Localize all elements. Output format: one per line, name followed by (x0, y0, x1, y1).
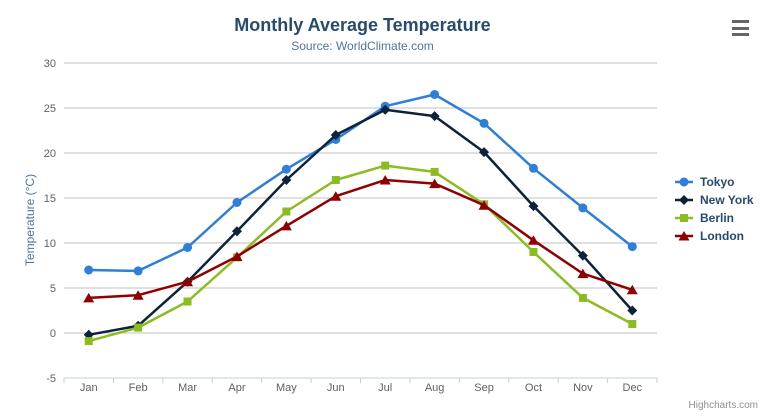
data-point-square-icon (331, 176, 340, 184)
legend-label: London (700, 229, 744, 243)
series-london (83, 175, 638, 303)
data-point-circle-icon (578, 203, 588, 213)
data-point-triangle-icon (429, 178, 441, 189)
data-point-square-icon (628, 320, 637, 328)
series-line-new-york (87, 108, 634, 337)
legend-item-new-york[interactable]: New York (674, 191, 754, 209)
x-axis-label: Dec (623, 382, 643, 394)
data-point-diamond-icon (577, 250, 588, 261)
data-point-circle-icon (183, 243, 193, 252)
y-axis-label: 5 (50, 283, 56, 295)
legend-label: Tokyo (700, 175, 735, 189)
data-point-triangle-icon (379, 175, 391, 185)
data-point-diamond-icon (380, 104, 391, 115)
data-point-square-icon (430, 167, 439, 176)
data-point-square-icon (134, 323, 143, 332)
data-point-diamond-icon (231, 226, 242, 237)
data-point-triangle-icon (330, 191, 342, 201)
data-point-triangle-icon (182, 276, 194, 287)
data-point-circle-icon (679, 177, 689, 187)
x-axis-label: Feb (129, 382, 148, 394)
data-point-diamond-icon (627, 305, 638, 316)
legend-marker-diamond-icon (675, 195, 693, 205)
data-point-triangle-icon (231, 251, 243, 261)
legend-label: New York (700, 193, 754, 207)
x-axis-label: Mar (178, 382, 197, 394)
data-point-circle-icon (627, 242, 637, 252)
legend-item-london[interactable]: London (674, 227, 754, 245)
series-line-berlin (87, 164, 634, 343)
series-line-tokyo (87, 93, 634, 273)
data-point-circle-icon (430, 90, 440, 99)
hamburger-bar (732, 26, 749, 30)
y-axis-label: 10 (44, 238, 56, 250)
legend-marker-square-icon (675, 214, 693, 222)
data-point-triangle-icon (678, 231, 690, 241)
data-point-diamond-icon (281, 175, 292, 185)
x-axis-label: Apr (228, 382, 245, 394)
data-point-circle-icon (528, 163, 538, 173)
data-point-triangle-icon (132, 290, 144, 300)
hamburger-bar (732, 33, 749, 36)
y-axis-label: 20 (44, 148, 56, 160)
y-axis-label: -5 (46, 373, 56, 385)
x-axis-label: Jun (327, 382, 345, 394)
data-point-triangle-icon (626, 284, 638, 295)
data-point-circle-icon (281, 164, 291, 174)
data-point-square-icon (529, 248, 538, 256)
chart-title: Monthly Average Temperature (234, 15, 491, 35)
data-point-square-icon (282, 207, 291, 216)
data-point-square-icon (578, 293, 587, 302)
y-axis-label: 0 (50, 328, 56, 340)
data-point-diamond-icon (528, 201, 539, 212)
data-point-square-icon (183, 297, 192, 306)
legend-marker-circle-icon (675, 177, 693, 187)
legend-marker-triangle-icon (675, 231, 693, 241)
y-axis-label: 15 (44, 193, 56, 205)
hamburger-bar (732, 20, 749, 23)
x-axis-label: Jan (80, 382, 98, 394)
x-axis-label: Jul (378, 382, 392, 394)
y-axis-title: Temperature (°C) (23, 173, 37, 267)
legend-item-tokyo[interactable]: Tokyo (674, 173, 754, 191)
x-axis-label: Nov (573, 382, 593, 394)
data-point-diamond-icon (429, 111, 440, 122)
data-point-circle-icon (479, 118, 489, 128)
credits-link[interactable]: Highcharts.com (688, 400, 758, 411)
data-point-triangle-icon (527, 235, 539, 245)
data-point-diamond-icon (330, 130, 341, 140)
data-point-triangle-icon (577, 268, 589, 279)
x-axis-label: Aug (425, 382, 445, 394)
data-point-diamond-icon (679, 195, 689, 205)
chart-subtitle: Source: WorldClimate.com (291, 39, 434, 53)
data-point-circle-icon (232, 198, 242, 207)
y-axis-label: 30 (44, 58, 56, 70)
x-axis-label: Sep (474, 382, 494, 394)
legend-item-berlin[interactable]: Berlin (674, 209, 754, 227)
x-axis-label: May (276, 382, 297, 394)
data-point-square-icon (84, 337, 93, 346)
data-point-square-icon (381, 161, 390, 170)
legend: Tokyo New York Berlin London (674, 173, 754, 245)
data-point-square-icon (680, 214, 688, 222)
series-new-york (83, 104, 638, 340)
series-line-london (87, 178, 634, 300)
series-tokyo (84, 90, 637, 276)
data-point-diamond-icon (479, 147, 490, 158)
data-point-triangle-icon (83, 292, 95, 303)
legend-label: Berlin (700, 211, 735, 225)
y-axis-label: 25 (44, 103, 56, 115)
data-point-circle-icon (133, 266, 143, 276)
x-axis-label: Oct (525, 382, 542, 394)
hamburger-icon[interactable] (732, 20, 750, 36)
data-point-triangle-icon (478, 200, 490, 210)
data-point-triangle-icon (280, 220, 292, 231)
data-point-circle-icon (84, 265, 94, 275)
